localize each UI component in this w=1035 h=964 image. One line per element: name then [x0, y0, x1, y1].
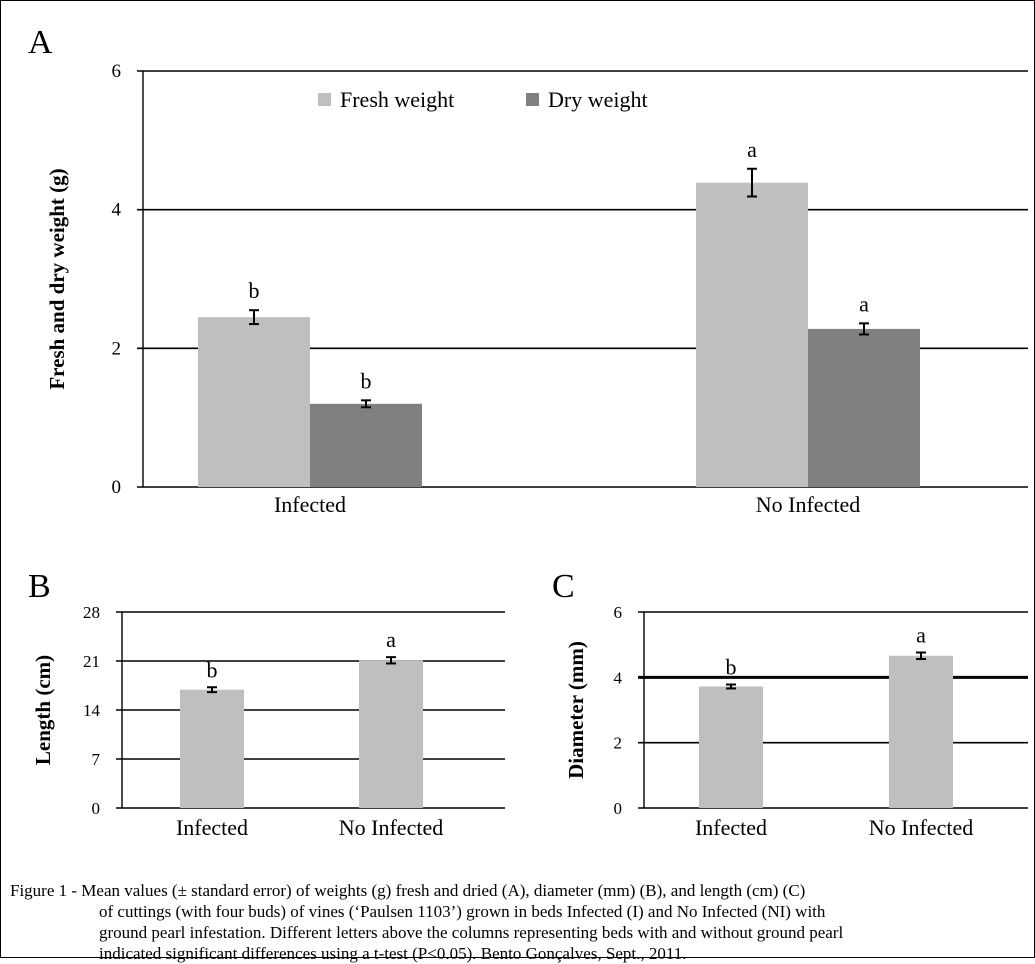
panel-a-ytick-label: 6 [112, 61, 122, 82]
panel-a-category-label: Infected [274, 492, 346, 517]
panel-c-significance-letter: a [916, 623, 926, 648]
panel-b-significance-letter: b [207, 657, 218, 682]
figure-chart-svg: A 0 2 4 6 Fresh and dry weight (g) b b Infected a… [28, 24, 1028, 840]
panel-c-ytick-label: 4 [614, 668, 623, 687]
caption-line-3: ground pearl infestation. Different lett… [99, 923, 844, 942]
panel-b-bar [180, 689, 244, 808]
panel-a-significance-letter: a [859, 291, 869, 316]
panel-a-bar [808, 328, 920, 487]
panel-b-ytick-label: 0 [92, 799, 101, 818]
panel-b-letter: B [28, 568, 51, 605]
panel-a-legend-swatch [526, 93, 539, 106]
panel-b-y-axis-label: Length (cm) [31, 655, 55, 765]
panel-a-letter: A [28, 24, 53, 61]
panel-c-bar [699, 686, 763, 808]
panel-b-ytick-label: 7 [92, 750, 101, 769]
panel-a-bar [696, 182, 808, 488]
panel-b-ytick-label: 21 [83, 652, 100, 671]
panel-b-ytick-label: 28 [83, 603, 100, 622]
panel-c-y-axis-label: Diameter (mm) [564, 641, 588, 779]
panel-a-significance-letter: b [249, 278, 260, 303]
panel-b-ytick-label: 14 [83, 701, 101, 720]
panel-a-legend-label: Dry weight [548, 87, 648, 112]
panel-a-ytick-label: 2 [112, 338, 122, 359]
panel-c-letter: C [552, 568, 575, 605]
panel-a-legend-label: Fresh weight [340, 87, 454, 112]
caption-line-2: of cuttings (with four buds) of vines (‘… [99, 902, 826, 921]
panel-c-category-label: Infected [695, 815, 767, 840]
panel-b-significance-letter: a [386, 627, 396, 652]
panel-a-ytick-label: 0 [112, 477, 122, 498]
panel-c-category-label: No Infected [869, 815, 973, 840]
panel-a-ytick-label: 4 [112, 200, 122, 221]
panel-a-significance-letter: b [361, 368, 372, 393]
panel-a-legend-swatch [318, 93, 331, 106]
panel-c-ytick-label: 2 [614, 734, 623, 753]
caption-line-1: Figure 1 - Mean values (± standard error… [10, 881, 806, 900]
figure-caption: Figure 1 - Mean values (± standard error… [0, 880, 1035, 964]
panel-b-category-label: No Infected [339, 815, 443, 840]
panel-a-significance-letter: a [747, 137, 757, 162]
panel-a-bar [310, 403, 422, 487]
panel-a-category-label: No Infected [756, 492, 860, 517]
panel-c-ytick-label: 6 [614, 603, 623, 622]
panel-a-y-axis-label: Fresh and dry weight (g) [45, 168, 69, 389]
panel-c-significance-letter: b [726, 655, 737, 680]
caption-line-4: indicated significant differences using … [99, 944, 687, 963]
panel-a-bar [198, 317, 310, 487]
panel-b-bar [359, 660, 423, 808]
panel-c-ytick-label: 0 [614, 799, 623, 818]
panel-c-bar [889, 655, 953, 808]
panel-b-category-label: Infected [176, 815, 248, 840]
